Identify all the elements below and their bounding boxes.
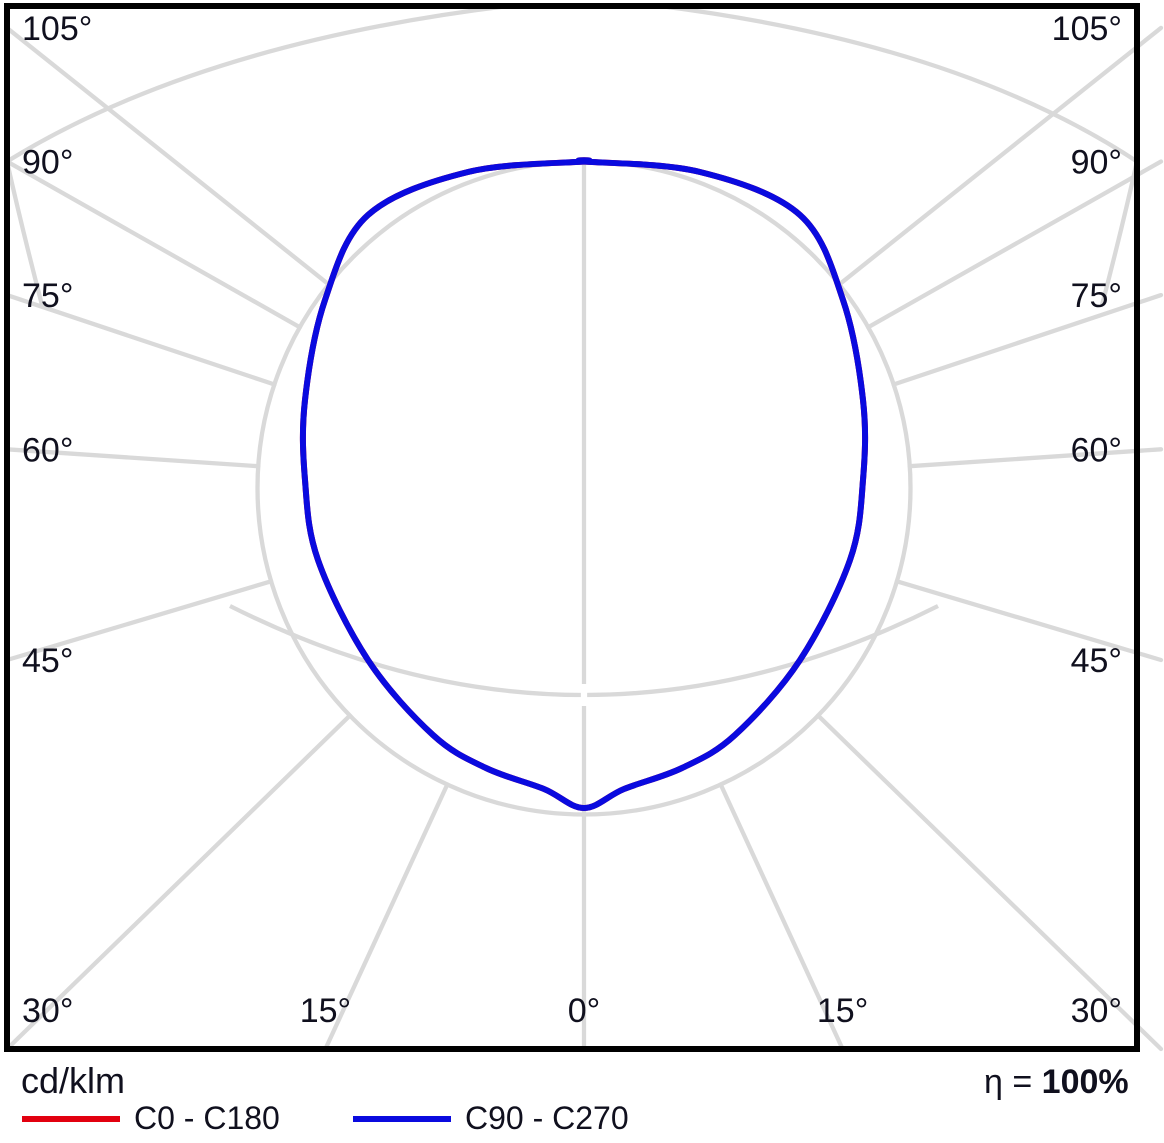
svg-text:0°: 0° <box>568 992 601 1030</box>
svg-text:30°: 30° <box>22 992 73 1030</box>
svg-text:45°: 45° <box>22 642 73 680</box>
svg-text:η = 100%: η = 100% <box>984 1063 1129 1101</box>
svg-text:90°: 90° <box>22 144 73 182</box>
svg-text:60°: 60° <box>22 431 73 469</box>
svg-text:30°: 30° <box>1071 992 1122 1030</box>
svg-text:90°: 90° <box>1071 144 1122 182</box>
svg-text:75°: 75° <box>1071 277 1122 315</box>
svg-text:105°: 105° <box>1052 10 1122 48</box>
svg-text:cd/klm: cd/klm <box>21 1060 125 1101</box>
svg-text:75°: 75° <box>22 277 73 315</box>
svg-text:45°: 45° <box>1071 642 1122 680</box>
svg-text:C90 - C270: C90 - C270 <box>465 1100 629 1136</box>
svg-text:105°: 105° <box>22 10 92 48</box>
svg-text:60°: 60° <box>1071 431 1122 469</box>
svg-text:15°: 15° <box>817 992 868 1030</box>
svg-text:15°: 15° <box>300 992 351 1030</box>
svg-text:C0 - C180: C0 - C180 <box>134 1100 280 1136</box>
